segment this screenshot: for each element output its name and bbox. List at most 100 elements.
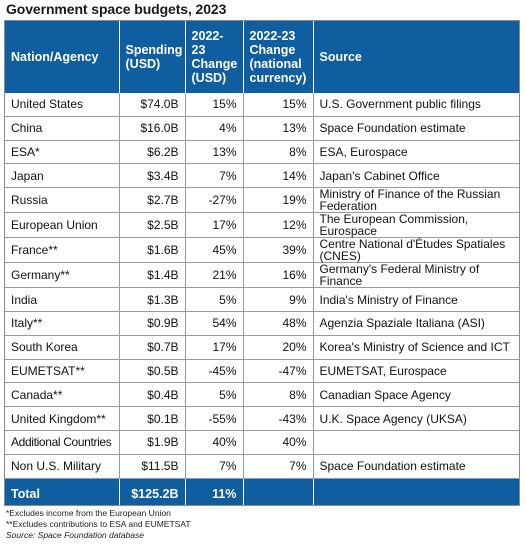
cell-source [313, 429, 519, 455]
cell-change-usd: 21% [185, 262, 244, 288]
table-row: EUMETSAT** $0.5B -45% -47% EUMETSAT, Eurospa… [5, 358, 519, 383]
header-spending: Spending (USD) [119, 21, 186, 93]
cell-spending: $11.5B [119, 453, 186, 479]
cell-change-usd: -55% [185, 406, 244, 431]
table-body: United States $74.0B 15% 15% U.S. Government… [5, 93, 519, 479]
table-header-row: Nation/Agency Spending (USD) 2022-23 Cha… [5, 21, 519, 93]
cell-change-national: 9% [243, 287, 314, 312]
cell-change-usd: 7% [185, 453, 244, 479]
cell-spending: $2.7B [119, 187, 186, 213]
cell-change-usd: -27% [185, 187, 244, 213]
cell-change-national: 40% [243, 429, 314, 455]
cell-spending: $3.4B [119, 163, 186, 188]
cell-nation: Germany** [5, 262, 120, 288]
cell-change-usd: 5% [185, 382, 244, 407]
table-row: South Korea $0.7B 17% 20% Korea's Ministry o… [5, 334, 519, 360]
cell-nation: European Union [5, 212, 120, 238]
cell-source: Space Foundation estimate [313, 453, 519, 479]
cell-source: Japan's Cabinet Office [313, 163, 519, 188]
cell-spending: $1.4B [119, 262, 186, 288]
table-row: European Union $2.5B 17% 12% The European Co… [5, 212, 519, 238]
cell-spending: $1.6B [119, 237, 186, 263]
cell-spending: $0.1B [119, 406, 186, 431]
cell-nation: EUMETSAT** [5, 358, 120, 383]
total-change-usd: 11% [185, 477, 244, 505]
cell-source: Centre National d'Études Spatiales (CNES… [313, 237, 519, 263]
cell-nation: Non U.S. Military [5, 453, 120, 479]
cell-change-usd: 45% [185, 237, 244, 263]
cell-nation: Additional Countries [5, 429, 120, 455]
cell-change-national: -47% [243, 358, 314, 383]
cell-source: Korea's Ministry of Science and ICT [313, 334, 519, 360]
cell-source: Space Foundation estimate [313, 115, 519, 141]
cell-change-national: 48% [243, 310, 314, 336]
cell-source: U.S. Government public filings [319, 97, 481, 112]
cell-change-usd: 7% [185, 163, 244, 188]
total-change-national [243, 477, 314, 505]
cell-change-usd: 40% [185, 429, 244, 455]
cell-nation: Italy** [5, 310, 120, 336]
cell-change-national: 13% [243, 115, 314, 141]
cell-change-usd: 15% [185, 93, 244, 117]
table-row: France** $1.6B 45% 39% Centre National d'Étu… [5, 237, 519, 263]
footnote-esa: *Excludes income from the European Union [6, 508, 171, 518]
footnotes: *Excludes income from the European Union… [6, 508, 191, 541]
cell-source: EUMETSAT, Eurospace [313, 358, 519, 383]
total-label: Total [5, 477, 120, 505]
cell-nation: Japan [5, 163, 120, 188]
cell-change-usd: 5% [185, 287, 244, 312]
cell-nation: Canada** [5, 382, 120, 407]
table-row: Non U.S. Military $11.5B 7% 7% Space Foundat… [5, 453, 519, 479]
total-source [313, 477, 519, 505]
cell-spending: $0.9B [119, 310, 186, 336]
header-source: Source [313, 21, 519, 93]
cell-source: U.K. Space Agency (UKSA) [313, 406, 519, 431]
cell-change-national: 20% [243, 334, 314, 360]
cell-spending: $2.5B [119, 212, 186, 238]
cell-spending: $0.7B [119, 334, 186, 360]
table-row: United States $74.0B 15% 15% U.S. Government… [5, 93, 519, 117]
cell-nation: Russia [5, 187, 120, 213]
cell-change-national: 7% [243, 453, 314, 479]
page-title: Government space budgets, 2023 [6, 1, 227, 17]
budget-table: Nation/Agency Spending (USD) 2022-23 Cha… [5, 21, 519, 505]
cell-nation: France** [5, 237, 120, 263]
cell-change-national: 12% [243, 212, 314, 238]
cell-change-national: 19% [243, 187, 314, 213]
cell-spending: $6.2B [119, 139, 186, 164]
cell-spending: $0.5B [119, 358, 186, 383]
cell-nation: South Korea [5, 334, 120, 360]
table-row: Russia $2.7B -27% 19% Ministry of Finance of… [5, 187, 519, 213]
table-row: ESA* $6.2B 13% 8% ESA, Eurospace [5, 139, 519, 164]
cell-source: Germany's Federal Ministry of Finance [313, 262, 519, 288]
cell-change-usd: 13% [185, 139, 244, 164]
footnote-source: Source: Space Foundation database [6, 530, 144, 540]
table-row: Japan $3.4B 7% 14% Japan's Cabinet Office [5, 163, 519, 188]
cell-spending: $74.0B [119, 93, 186, 117]
budget-table-frame: Nation/Agency Spending (USD) 2022-23 Cha… [4, 20, 520, 506]
cell-nation: India [5, 287, 120, 312]
cell-nation: United Kingdom** [5, 406, 120, 431]
cell-change-national: 8% [243, 382, 314, 407]
cell-change-usd: 17% [185, 334, 244, 360]
cell-change-national: 8% [243, 139, 314, 164]
cell-nation: United States [5, 93, 120, 117]
table-row: Italy** $0.9B 54% 48% Agenzia Spaziale Itali… [5, 310, 519, 336]
cell-nation: China [5, 115, 120, 141]
cell-change-national: 39% [243, 237, 314, 263]
total-spending: $125.2B [119, 477, 186, 505]
cell-change-usd: 54% [185, 310, 244, 336]
cell-change-national: 15% [243, 93, 314, 117]
cell-spending: $0.4B [119, 382, 186, 407]
table-row: Additional Countries $1.9B 40% 40% [5, 429, 519, 455]
cell-source: Ministry of Finance of the Russian Feder… [313, 187, 519, 213]
table-row: Canada** $0.4B 5% 8% Canadian Space Agency [5, 382, 519, 407]
cell-change-usd: 17% [185, 212, 244, 238]
cell-change-national: -43% [243, 406, 314, 431]
cell-change-national: 16% [243, 262, 314, 288]
table-row: Germany** $1.4B 21% 16% Germany's Federal Mi… [5, 262, 519, 288]
cell-spending: $1.3B [119, 287, 186, 312]
cell-nation: ESA* [5, 139, 120, 164]
table-row: United Kingdom** $0.1B -55% -43% U.K. Space … [5, 406, 519, 431]
cell-source: Agenzia Spaziale Italiana (ASI) [313, 310, 519, 336]
